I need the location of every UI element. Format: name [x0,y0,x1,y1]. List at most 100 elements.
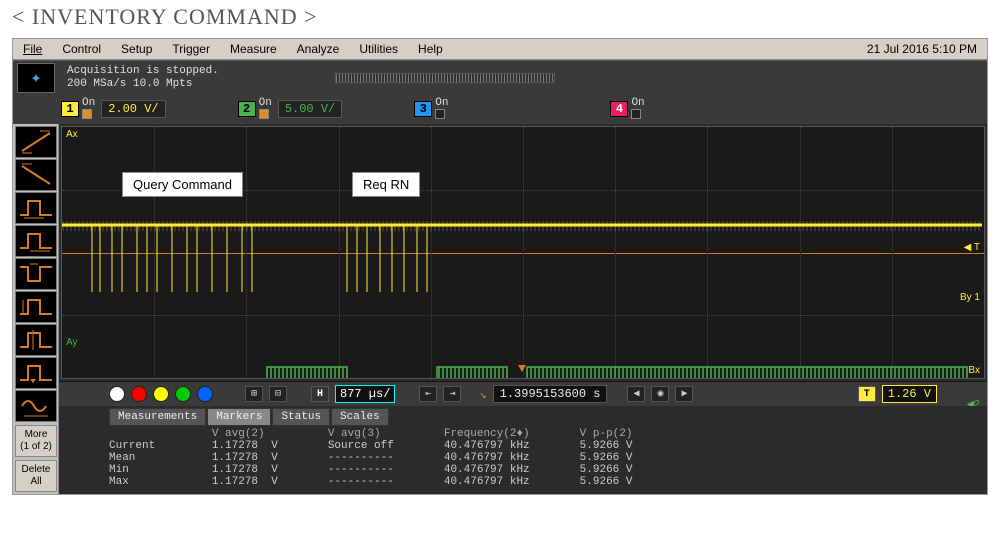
timestamp: 21 Jul 2016 5:10 PM [857,39,987,59]
tool-icon-1[interactable] [15,126,57,158]
menu-help[interactable]: Help [408,39,453,59]
h-label: H [311,386,329,402]
ch3-checkbox[interactable] [435,109,445,119]
meas-header-freq: Frequency(2♦) [444,428,530,440]
meas-cell: 40.476797 kHz [444,464,530,476]
color-btn-green[interactable] [175,386,191,402]
meas-cell: 40.476797 kHz [444,440,530,452]
ch2-scale[interactable]: 5.00 V/ [278,100,342,118]
color-btn-yellow[interactable] [153,386,169,402]
tool-icon-3[interactable] [15,192,57,224]
acq-status-line1: Acquisition is stopped. [67,65,247,78]
more-button[interactable]: More (1 of 2) [15,425,57,457]
right-button[interactable]: ▶ [675,386,693,402]
oscilloscope-window: File Control Setup Trigger Measure Analy… [12,38,988,495]
meas-cell: 1.17278 V [212,464,278,476]
tool-icon-2[interactable] [15,159,57,191]
trig-arrow-icon: ↘ [479,387,486,402]
meas-cell: 5.9266 V [580,476,633,488]
meas-cell: ---------- [328,476,394,488]
tool-icon-8[interactable] [15,357,57,389]
t-marker: ◀ T [964,242,980,253]
tab-measurements[interactable]: Measurements [109,408,206,426]
ch4-checkbox[interactable] [631,109,641,119]
menu-file[interactable]: File [13,39,52,59]
status-bar: ✦ Acquisition is stopped. 200 MSa/s 10.0… [13,60,987,95]
annotation-req-rn: Req RN [352,172,420,197]
cursor-right-icon[interactable]: ⇥ [443,386,461,402]
timebase-bar: ⊞ ⊟ H 877 µs/ ⇤ ⇥ ↘ 1.3995153600 s ◀ ◉ ▶… [59,381,987,406]
ch2-checkbox[interactable] [259,109,269,119]
tool-icon-9[interactable] [15,390,57,422]
meas-row-label: Min [109,464,162,476]
color-btn-blue[interactable] [197,386,213,402]
ch2-on-label: On [259,98,272,109]
meas-cell: Source off [328,440,394,452]
ch4-badge[interactable]: 4 [610,101,628,117]
trig-time[interactable]: 1.3995153600 s [493,385,608,403]
center-button[interactable]: ◉ [651,386,669,402]
logo-icon: ✦ [17,63,55,93]
tool-icon-7[interactable] [15,324,57,356]
waveform-display[interactable]: Query Command Req RN AC Respons Ax Ay By… [61,126,985,379]
tool-icon-5[interactable] [15,258,57,290]
channel-controls: 1 On 2.00 V/ 2 On 5.00 V/ 3 On 4 [13,95,987,124]
bx-label: Bx [968,365,980,376]
menu-setup[interactable]: Setup [111,39,162,59]
color-btn-white[interactable] [109,386,125,402]
tab-scales[interactable]: Scales [331,408,389,426]
meas-cell: 5.9266 V [580,464,633,476]
left-button[interactable]: ◀ [627,386,645,402]
meas-cell: 1.17278 V [212,440,278,452]
menu-control[interactable]: Control [52,39,111,59]
ch3-on-label: On [435,98,448,109]
menu-utilities[interactable]: Utilities [349,39,408,59]
ch1-badge[interactable]: 1 [61,101,79,117]
by-label: By 1 [960,292,980,303]
ch1-scale[interactable]: 2.00 V/ [101,100,165,118]
ch1-checkbox[interactable] [82,109,92,119]
menu-trigger[interactable]: Trigger [162,39,220,59]
meas-header-vpp: V p-p(2) [580,428,633,440]
tab-markers[interactable]: Markers [207,408,271,426]
ch2-trace [62,127,984,378]
meas-cell: 5.9266 V [580,440,633,452]
side-toolbar: More (1 of 2) Delete All [13,124,59,494]
h-value[interactable]: 877 µs/ [335,385,395,403]
meas-cell: ---------- [328,452,394,464]
meas-cell: 1.17278 V [212,476,278,488]
acq-status-line2: 200 MSa/s 10.0 Mpts [67,78,247,91]
tab-status[interactable]: Status [272,408,330,426]
menu-measure[interactable]: Measure [220,39,287,59]
meas-row-label: Current [109,440,162,452]
ch2-badge[interactable]: 2 [238,101,256,117]
ax-label: Ax [66,129,78,140]
ch3-badge[interactable]: 3 [414,101,432,117]
meas-cell: ---------- [328,464,394,476]
tool-icon-4[interactable] [15,225,57,257]
menubar: File Control Setup Trigger Measure Analy… [13,39,987,60]
main-display-area: More (1 of 2) Delete All [13,124,987,494]
ay-label: Ay [66,337,78,348]
meas-header-vavg2: V avg(2) [212,428,278,440]
ch1-on-label: On [82,98,95,109]
menu-analyze[interactable]: Analyze [287,39,350,59]
t-value[interactable]: 1.26 V [882,385,937,403]
page-title: < INVENTORY COMMAND > [0,0,1000,38]
meas-cell: 40.476797 kHz [444,476,530,488]
meas-cell: 1.17278 V [212,452,278,464]
cursor-left-icon[interactable]: ⇤ [419,386,437,402]
meas-header-vavg3: V avg(3) [328,428,394,440]
meas-header-blank [109,428,162,440]
acquisition-bar [335,73,555,83]
color-btn-red[interactable] [131,386,147,402]
ch4-on-label: On [631,98,644,109]
zoom-in-icon[interactable]: ⊞ [245,386,263,402]
meas-cell: 40.476797 kHz [444,452,530,464]
tool-icon-6[interactable] [15,291,57,323]
zoom-out-icon[interactable]: ⊟ [269,386,287,402]
delete-all-button[interactable]: Delete All [15,460,57,492]
measurements-panel: Measurements Markers Status Scales Curre… [59,406,987,494]
measurements-table: Current Mean Min Max V avg(2) 1.17278 V … [109,428,937,488]
t-label: T [858,386,876,402]
